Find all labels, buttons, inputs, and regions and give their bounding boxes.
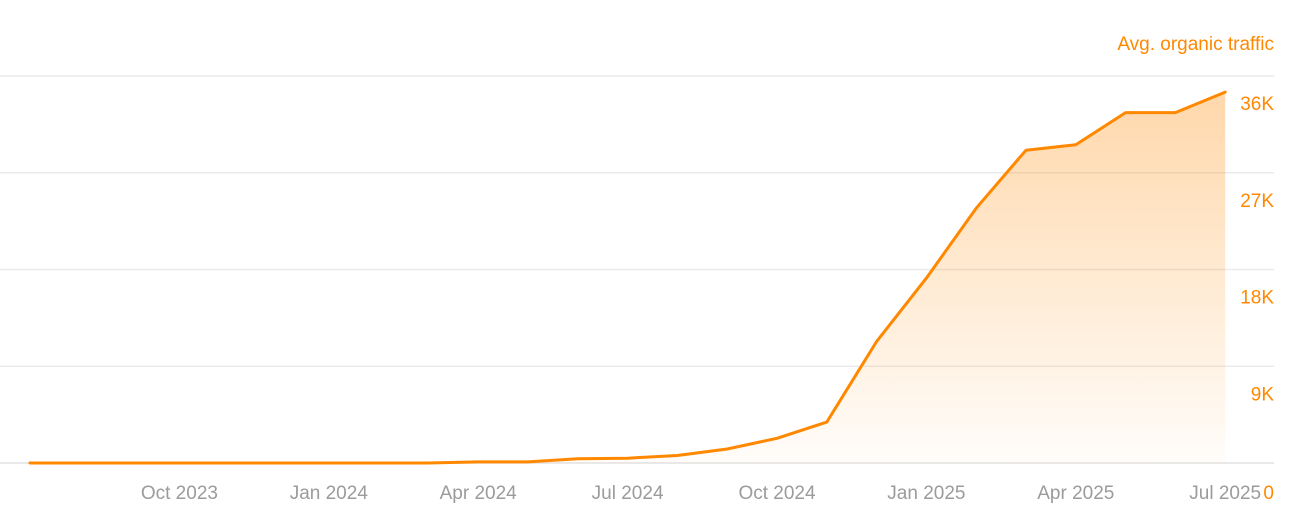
- x-tick-label: Jan 2024: [290, 483, 369, 504]
- traffic-series-line: [28, 90, 1227, 465]
- y-tick-label: 36K: [1240, 94, 1274, 115]
- x-axis-ticks: Oct 2023 Jan 2024 Apr 2024 Jul 2024 Oct 2024…: [141, 483, 1261, 504]
- area-fill-group: [30, 92, 1226, 463]
- x-tick-label: Jan 2025: [887, 483, 965, 504]
- x-tick-label: Jul 2024: [592, 483, 664, 504]
- x-tick-label: Apr 2025: [1037, 483, 1114, 504]
- x-tick-label: Oct 2024: [738, 483, 816, 504]
- y-tick-label: 9K: [1251, 384, 1275, 405]
- y-axis-ticks: 0 9K 18K 27K 36K: [1240, 94, 1274, 504]
- series-line-group: [28, 90, 1227, 465]
- x-tick-label: Jul 2025: [1189, 483, 1261, 504]
- y-tick-label: 0: [1263, 483, 1274, 504]
- y-tick-label: 27K: [1240, 191, 1274, 212]
- traffic-area-fill: [30, 92, 1226, 463]
- x-tick-label: Oct 2023: [141, 483, 218, 504]
- y-axis-title: Avg. organic traffic: [1117, 34, 1274, 55]
- y-tick-label: 18K: [1240, 288, 1274, 309]
- x-tick-label: Apr 2024: [440, 483, 518, 504]
